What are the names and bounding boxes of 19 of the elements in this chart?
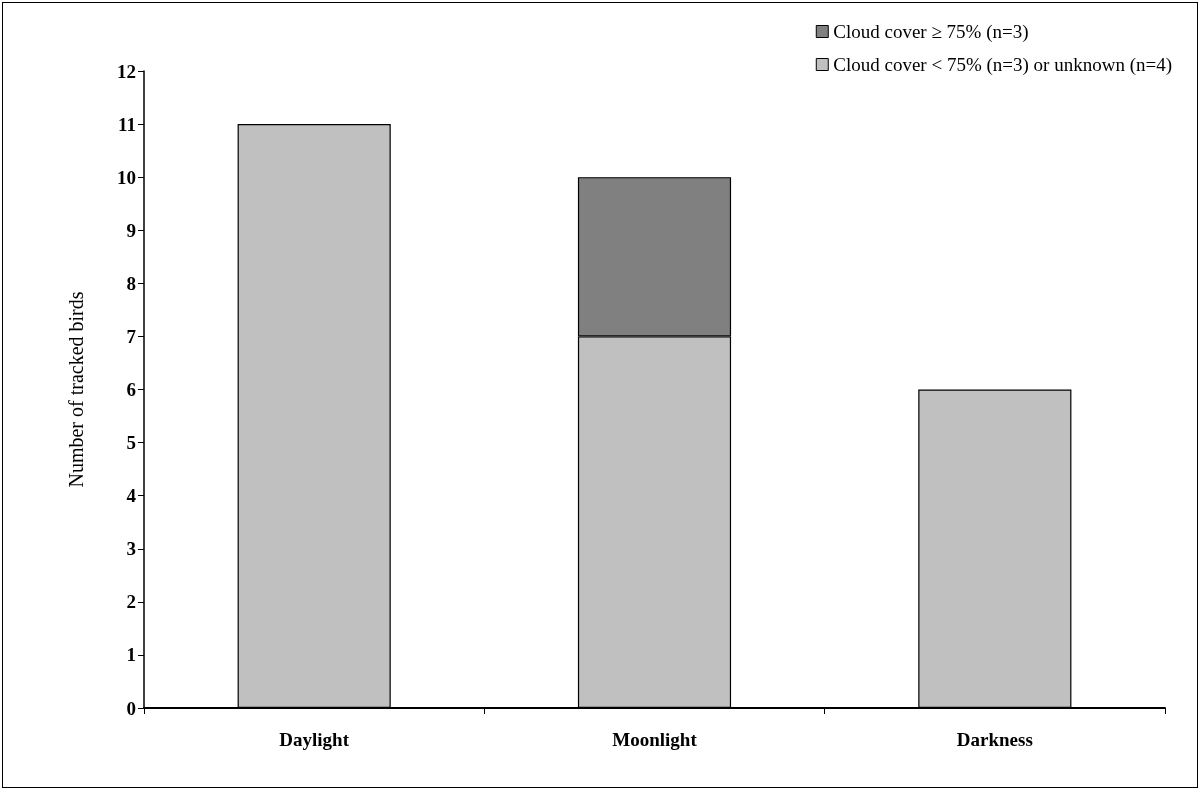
- y-tick-label: 1: [126, 644, 136, 666]
- y-tick-label: 10: [117, 166, 136, 188]
- y-tick-label: 2: [126, 591, 136, 613]
- x-tick-label: Moonlight: [612, 729, 698, 750]
- y-axis-title: Number of tracked birds: [65, 291, 87, 488]
- legend-label: Cloud cover ≥ 75% (n=3): [833, 21, 1029, 43]
- x-tick-label: Daylight: [279, 729, 350, 750]
- x-tick-label: Darkness: [956, 729, 1033, 750]
- y-tick-label: 7: [126, 325, 137, 347]
- y-tick-label: 8: [126, 272, 136, 294]
- y-tick-label: 3: [126, 538, 136, 560]
- y-tick-label: 0: [126, 697, 136, 719]
- y-tick-label: 6: [126, 379, 136, 400]
- y-tick-label: 9: [126, 219, 136, 241]
- legend-label: Cloud cover < 75% (n=3) or unknown (n=4): [833, 54, 1173, 76]
- y-tick-label: 5: [126, 432, 136, 454]
- y-tick-label: 11: [118, 113, 136, 135]
- y-tick-label: 12: [117, 60, 136, 82]
- y-tick-label: 4: [126, 485, 137, 507]
